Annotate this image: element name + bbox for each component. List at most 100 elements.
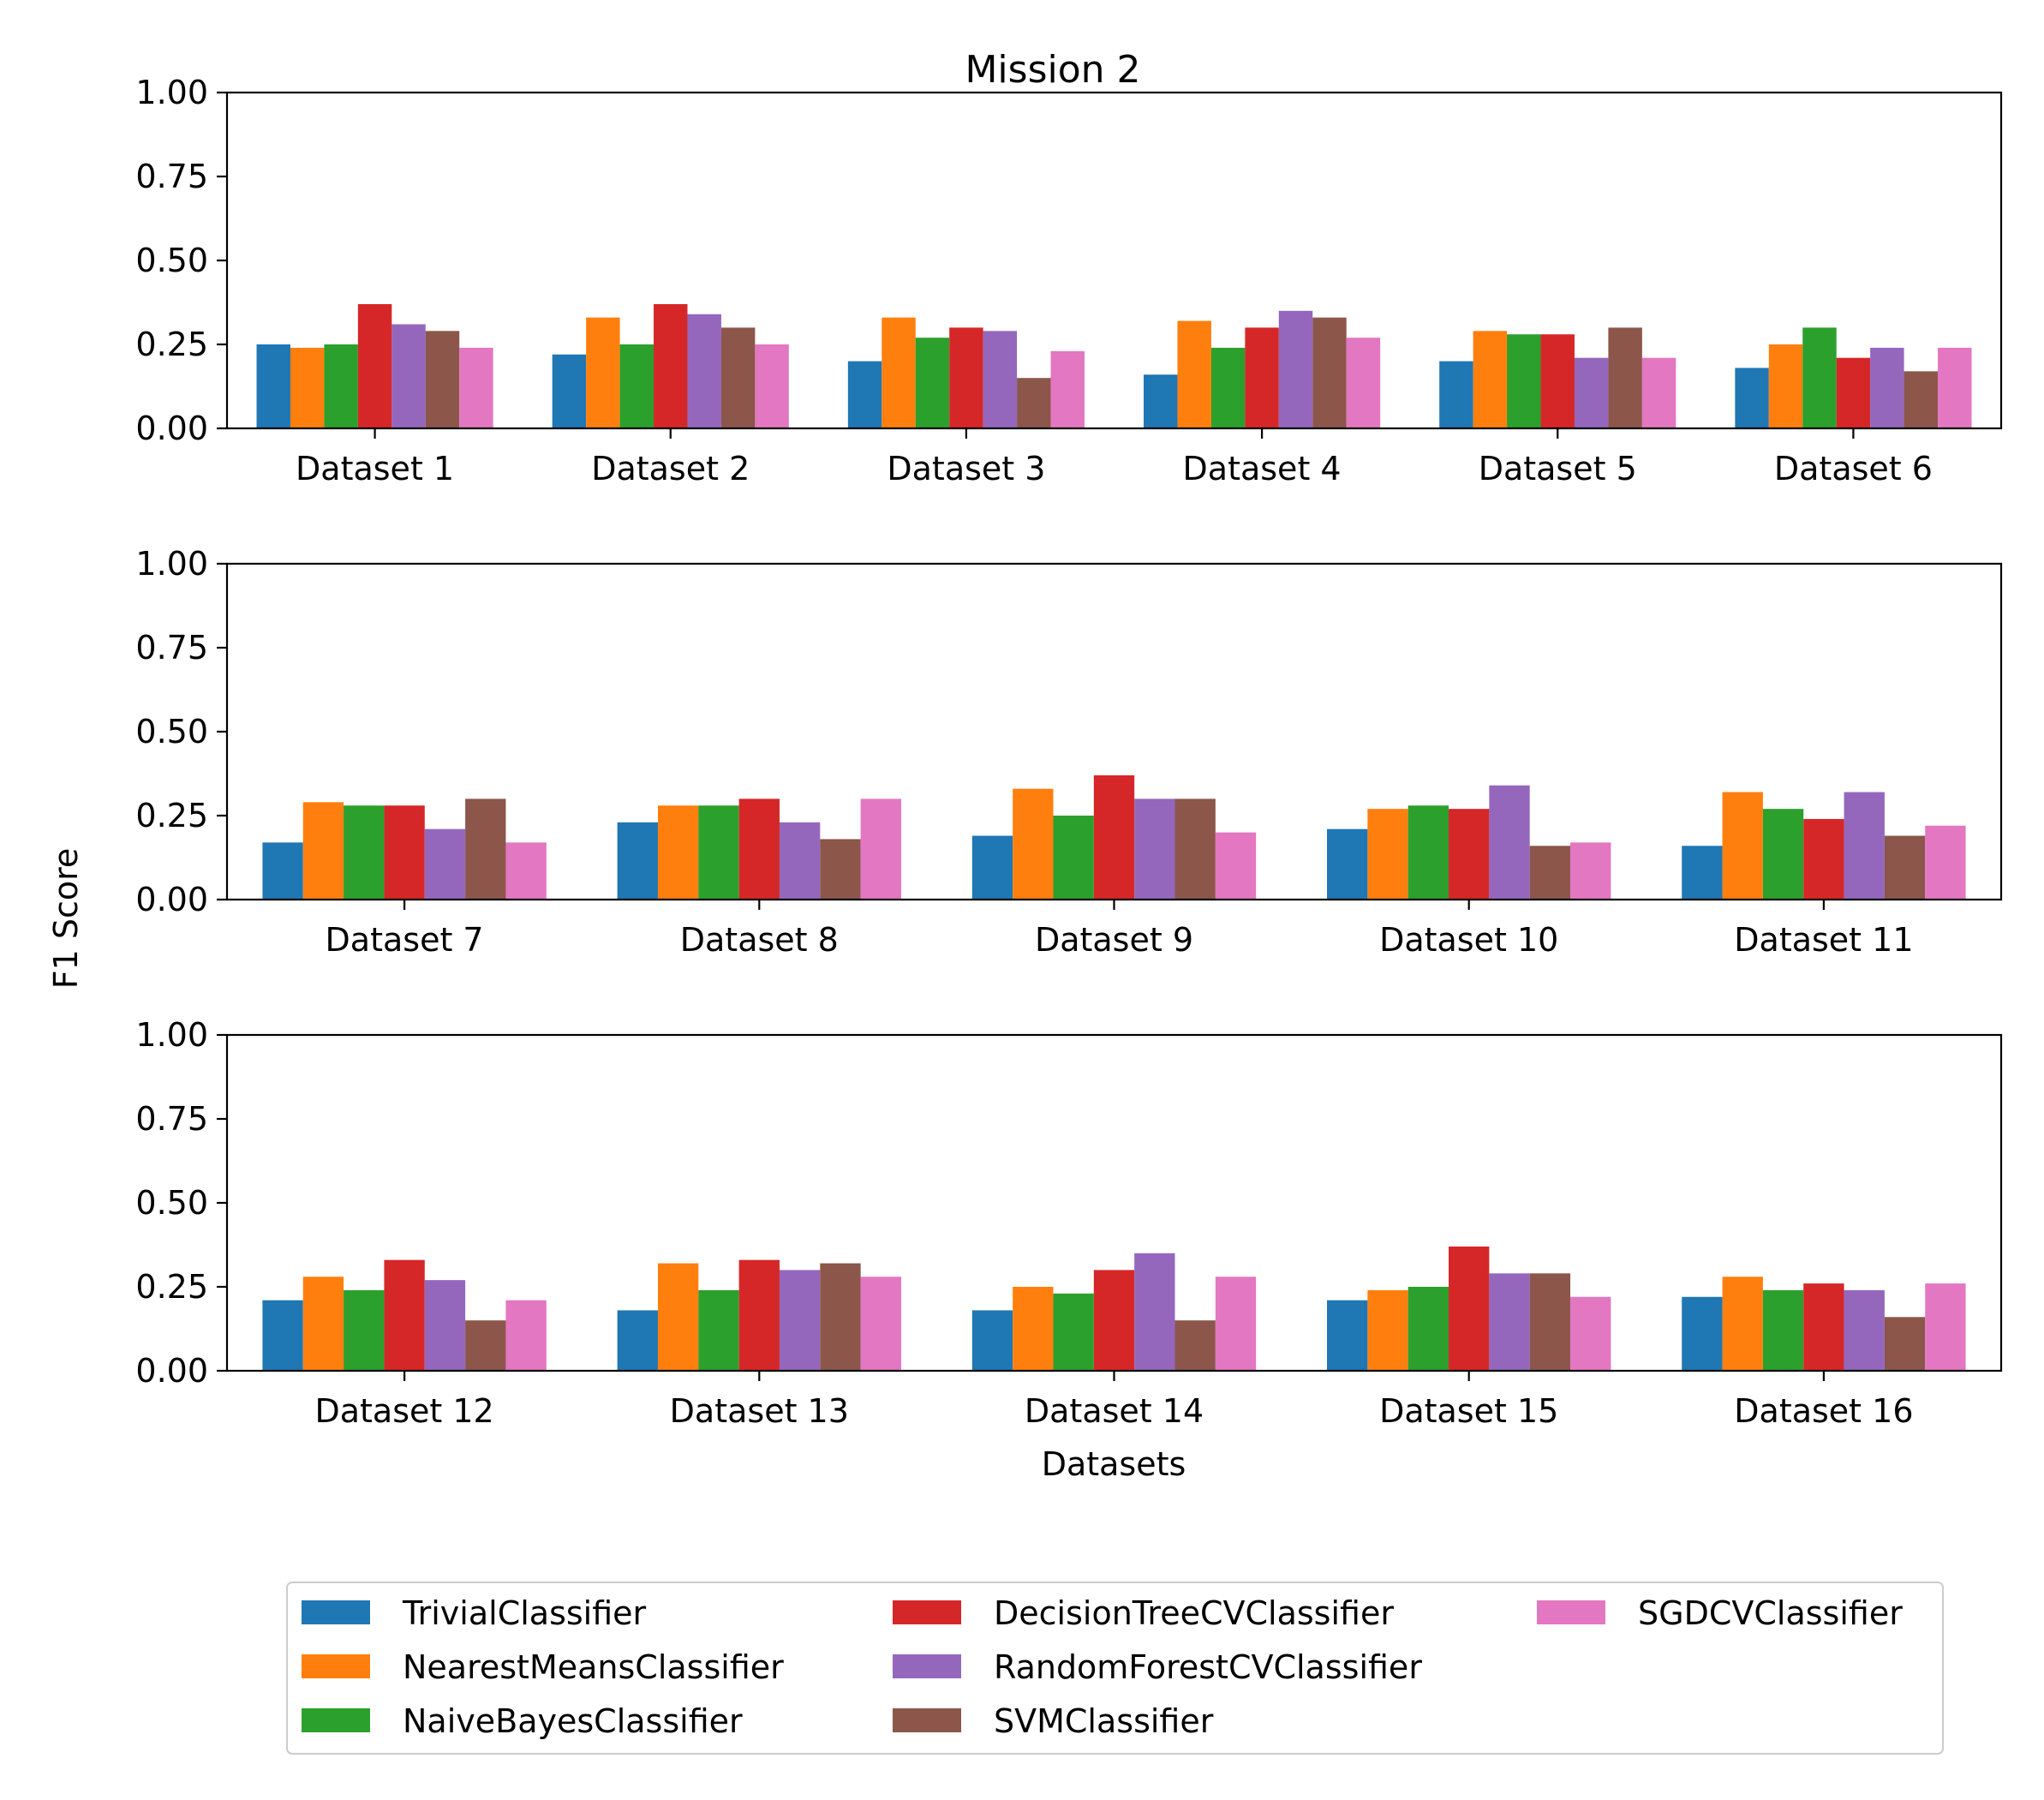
bar [1053, 1293, 1094, 1371]
bar [1938, 347, 1972, 428]
bar [755, 344, 789, 428]
bar [687, 314, 721, 428]
bar [1407, 1287, 1449, 1371]
bar [384, 1259, 425, 1371]
x-tick-label: Dataset 3 [887, 450, 1045, 487]
x-tick-label: Dataset 11 [1734, 921, 1913, 959]
bar [1367, 809, 1408, 900]
bar [820, 1263, 861, 1371]
bar [1327, 828, 1368, 900]
bar [1844, 792, 1885, 900]
chart-panel-1: 0.00 0.25 0.50 0.75 1.00 Dataset 1 Dataset 2 Da… [135, 74, 2003, 487]
legend-label: TrivialClassifier [402, 1594, 647, 1632]
bar [1174, 1320, 1216, 1371]
bar [738, 798, 780, 900]
y-axis-label: F1 Score [47, 848, 85, 990]
legend-swatch [893, 1708, 961, 1732]
bar [505, 842, 547, 900]
x-tick-label: Dataset 5 [1479, 450, 1637, 487]
bar [1762, 1289, 1804, 1371]
bar [1870, 347, 1904, 428]
bar [882, 317, 916, 428]
bar [847, 361, 882, 428]
bar [1215, 832, 1257, 900]
bar [344, 1289, 385, 1371]
bar [1017, 378, 1051, 428]
bar [1768, 344, 1803, 428]
bar [1540, 334, 1575, 428]
bar [1735, 368, 1769, 428]
bar [1278, 310, 1313, 428]
bar [1174, 798, 1216, 900]
bar [860, 798, 901, 900]
legend-label: SVMClassifier [994, 1702, 1214, 1740]
bar [1925, 1283, 1966, 1371]
bar [619, 344, 654, 428]
bar [1050, 350, 1085, 428]
y-tick-label: 0.75 [135, 629, 208, 667]
bar [1439, 361, 1473, 428]
y-tick-label: 0.50 [135, 242, 208, 279]
bar [698, 805, 739, 900]
y-tick-label: 0.75 [135, 158, 208, 195]
y-tick-label: 1.00 [135, 74, 208, 111]
bar [971, 835, 1013, 900]
y-tick-label: 0.50 [135, 713, 208, 750]
bar [654, 303, 688, 428]
bar [262, 842, 303, 900]
x-tick-label: Dataset 14 [1025, 1392, 1204, 1430]
bar [720, 327, 756, 428]
bar [391, 324, 426, 428]
bar [357, 303, 392, 428]
x-tick-label: Dataset 16 [1734, 1392, 1913, 1430]
bar [1013, 1287, 1054, 1371]
bar [1803, 818, 1844, 900]
x-tick-label: Dataset 1 [296, 450, 454, 487]
y-tick-label: 0.00 [135, 881, 208, 918]
y-tick-label: 0.25 [135, 326, 208, 363]
bar [586, 317, 620, 428]
bar [983, 331, 1018, 428]
x-axis-label: Datasets [1042, 1445, 1186, 1483]
bar [1144, 374, 1178, 428]
bar [290, 347, 325, 428]
bar [1884, 1317, 1926, 1371]
bar [262, 1300, 303, 1371]
bar [617, 822, 658, 900]
bar [657, 1263, 699, 1371]
bar [617, 1310, 658, 1371]
bar [1507, 334, 1541, 428]
bar [1925, 825, 1966, 900]
y-tick-label: 0.00 [135, 410, 208, 447]
chart-panel-2: 0.00 0.25 0.50 0.75 1.00 Dataset 7 Dataset 8 Da… [135, 545, 2003, 959]
bar [1134, 1253, 1175, 1371]
bar [1570, 842, 1611, 900]
bar [949, 327, 983, 428]
bar [1245, 327, 1279, 428]
legend-swatch [302, 1654, 370, 1678]
legend-swatch [1537, 1600, 1605, 1624]
y-tick-label: 0.25 [135, 797, 208, 834]
chart-panels: 0.00 0.25 0.50 0.75 1.00 Dataset 1 Dataset 2 Da… [135, 74, 2003, 1430]
bar [657, 805, 699, 900]
bar [779, 822, 821, 900]
bar [424, 828, 466, 900]
bar [820, 839, 861, 900]
legend-swatch [893, 1600, 961, 1624]
x-tick-label: Dataset 6 [1774, 450, 1933, 487]
bar [344, 805, 385, 900]
bar [1608, 327, 1642, 428]
bar [324, 344, 358, 428]
bar [465, 1320, 506, 1371]
bar [1449, 809, 1490, 900]
bar [465, 798, 506, 900]
legend-label: DecisionTreeCVClassifier [994, 1594, 1394, 1632]
bar [1489, 785, 1530, 900]
y-tick-label: 1.00 [135, 1016, 208, 1054]
bar [1722, 792, 1763, 900]
bar [552, 354, 587, 428]
bar [1641, 357, 1676, 428]
bar [256, 344, 290, 428]
bar [1529, 846, 1571, 900]
legend: TrivialClassifier NearestMeansClassifier N… [286, 1582, 1944, 1755]
